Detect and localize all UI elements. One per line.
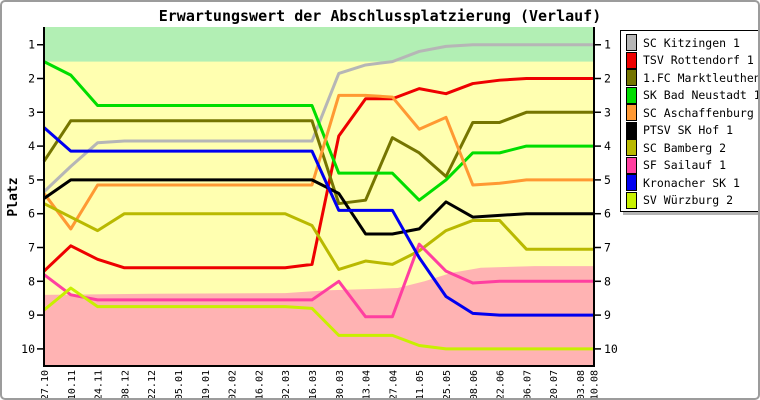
- y-tick-label-left: 8: [28, 274, 35, 288]
- y-tick-label-left: 10: [21, 342, 35, 356]
- x-tick-label: 16.02: [254, 370, 265, 400]
- legend-swatch-icon: [626, 51, 637, 69]
- legend-item-5: PTSV SK Hof 1: [621, 121, 758, 140]
- x-tick-label: 10.11: [67, 370, 78, 400]
- x-tick-label: 24.11: [94, 370, 105, 400]
- legend-box: SC Kitzingen 1 TSV Rottendorf 1 1.FC Markt…: [620, 30, 760, 212]
- series-line-2: [42, 110, 594, 206]
- legend-item-8: Kronacher SK 1: [621, 174, 758, 192]
- legend-item-3: SK Bad Neustadt 1: [621, 86, 760, 105]
- legend-label: SC Aschaffenburg 1: [643, 105, 760, 120]
- series-line-0: [42, 43, 594, 193]
- y-tick-label-left: 3: [28, 105, 35, 119]
- y-tick-label-left: 2: [28, 72, 35, 86]
- y-tick-label-right: 2: [604, 72, 611, 86]
- y-tick-label-right: 5: [604, 173, 611, 187]
- legend-label: SK Bad Neustadt 1: [643, 88, 760, 103]
- x-tick-label: 13.04: [362, 370, 373, 400]
- y-tick-label-right: 8: [604, 274, 611, 288]
- y-tick-label-right: 10: [604, 342, 618, 356]
- legend-item-1: TSV Rottendorf 1: [621, 51, 758, 70]
- x-tick-label: 27.04: [388, 370, 399, 400]
- y-tick-label-right: 9: [604, 308, 611, 322]
- legend-item-7: SF Sailauf 1: [621, 156, 758, 175]
- legend-swatch-icon: [626, 86, 637, 104]
- x-tick-label: 06.07: [522, 370, 533, 400]
- axis-frame: [43, 27, 595, 367]
- x-tick-label: 25.05: [442, 370, 453, 400]
- x-tick-label: 30.03: [335, 370, 346, 400]
- y-tick-label-left: 9: [28, 308, 35, 322]
- series-line-5: [43, 178, 594, 236]
- legend-swatch-icon: [626, 191, 637, 209]
- legend-swatch-icon: [626, 34, 637, 52]
- x-tick-label: 20.07: [549, 370, 560, 400]
- legend-item-4: SC Aschaffenburg 1: [621, 104, 758, 122]
- legend-item-2: 1.FC Marktleuthen 1: [621, 69, 758, 87]
- legend-label: SF Sailauf 1: [643, 158, 727, 173]
- legend-label: 1.FC Marktleuthen 1: [643, 70, 760, 85]
- y-tick-label-right: 1: [604, 38, 611, 52]
- legend-swatch-icon: [626, 156, 637, 174]
- series-line-7: [43, 242, 594, 319]
- x-tick-label: 08.06: [469, 370, 480, 400]
- y-tick-label-left: 4: [28, 139, 35, 153]
- y-tick-label-right: 3: [604, 105, 611, 119]
- series-line-9: [43, 286, 594, 351]
- x-tick-label: 05.01: [174, 370, 185, 400]
- x-tick-label: 22.06: [496, 370, 507, 400]
- x-tick-label: 16.03: [308, 370, 319, 400]
- legend-label: SC Kitzingen 1: [643, 35, 740, 50]
- legend-swatch-icon: [626, 104, 637, 122]
- x-tick-label: 19.01: [201, 370, 212, 400]
- x-tick-label: 08.12: [120, 370, 131, 400]
- x-tick-label: 02.02: [228, 370, 239, 400]
- legend-item-0: SC Kitzingen 1: [621, 34, 758, 52]
- legend-label: SV Würzburg 2: [643, 193, 734, 208]
- legend-swatch-icon: [626, 174, 637, 192]
- y-tick-label-left: 5: [28, 173, 35, 187]
- y-tick-label-left: 6: [28, 207, 35, 221]
- legend-item-9: SV Würzburg 2: [621, 191, 758, 210]
- legend-swatch-icon: [626, 69, 637, 87]
- x-tick-label: 27.10: [40, 370, 51, 400]
- series-line-6: [43, 202, 594, 271]
- legend-label: Kronacher SK 1: [643, 175, 740, 190]
- legend-label: TSV Rottendorf 1: [643, 53, 754, 68]
- y-tick-label-left: 7: [28, 241, 35, 255]
- legend-label: PTSV SK Hof 1: [643, 123, 734, 138]
- legend-label: SC Bamberg 2: [643, 140, 727, 155]
- x-tick-label: 02.03: [281, 370, 292, 400]
- y-tick-label-right: 4: [604, 139, 611, 153]
- x-tick-label: 22.12: [147, 370, 158, 400]
- x-tick-label: 11.05: [415, 370, 426, 400]
- x-tick-label: 03.08: [576, 370, 587, 400]
- series-line-4: [42, 93, 594, 231]
- x-tick-label: 10.08: [589, 370, 600, 400]
- y-tick-label-right: 6: [604, 207, 611, 221]
- series-line-8: [43, 126, 594, 317]
- series-line-1: [42, 77, 594, 273]
- y-tick-label-right: 7: [604, 241, 611, 255]
- legend-swatch-icon: [626, 139, 637, 157]
- chart-title: Erwartungswert der Abschlussplatzierung …: [158, 7, 602, 25]
- y-tick-label-left: 1: [28, 38, 35, 52]
- legend-swatch-icon: [626, 121, 637, 139]
- legend-item-6: SC Bamberg 2: [621, 139, 758, 157]
